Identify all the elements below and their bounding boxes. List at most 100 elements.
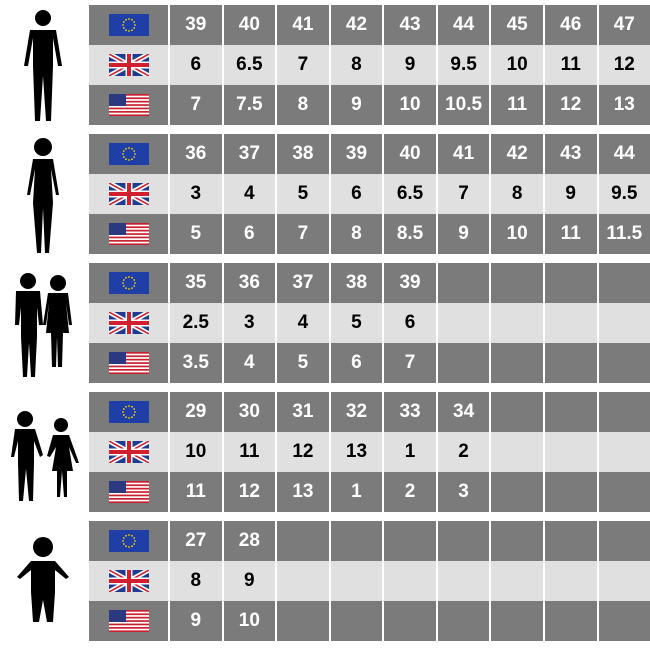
size-cell: 9.5 [437, 45, 490, 85]
size-cell [384, 521, 436, 561]
us-flag-icon [89, 343, 168, 383]
size-cell [544, 392, 597, 432]
us-size-row: 3.5 4 5 6 7 [89, 343, 650, 383]
size-cell [544, 601, 597, 641]
size-group: 29 30 31 32 33 34 10 11 12 13 1 2 11 12 13 1 2 3 [0, 392, 650, 512]
size-cell: 11 [170, 472, 222, 512]
size-cell: 7 [384, 343, 436, 383]
size-cell: 3 [170, 174, 222, 214]
size-group: 27 28 8 9 9 10 [0, 521, 650, 641]
size-cell [598, 263, 650, 303]
eu-size-row: 39 40 41 42 43 44 45 46 47 [89, 5, 650, 45]
size-cell: 11 [223, 432, 276, 472]
size-cell: 10 [170, 432, 222, 472]
size-cell: 8 [170, 561, 222, 601]
size-cell: 2.5 [170, 303, 222, 343]
size-cell: 9 [437, 214, 490, 254]
size-cell: 47 [598, 5, 650, 45]
children-silhouette-icon [0, 392, 86, 512]
size-cell: 35 [170, 263, 222, 303]
size-cell: 8 [491, 174, 543, 214]
size-cell: 10 [491, 214, 543, 254]
size-cell: 9 [384, 45, 436, 85]
size-cell: 12 [277, 432, 329, 472]
size-cell [598, 561, 650, 601]
size-cell: 44 [598, 134, 650, 174]
size-cell [544, 303, 597, 343]
size-cell: 38 [330, 263, 383, 303]
size-cell: 9 [170, 601, 222, 641]
size-cell: 2 [384, 472, 436, 512]
size-cell [384, 561, 436, 601]
us-size-row: 11 12 13 1 2 3 [89, 472, 650, 512]
size-cell [598, 472, 650, 512]
size-cell [437, 561, 490, 601]
size-cell: 27 [170, 521, 222, 561]
size-cell [598, 521, 650, 561]
uk-size-row: 10 11 12 13 1 2 [89, 432, 650, 472]
size-cell [544, 521, 597, 561]
eu-flag-icon [89, 134, 168, 174]
size-cell: 7 [170, 85, 222, 125]
size-cell: 12 [223, 472, 276, 512]
size-cell [437, 521, 490, 561]
size-cell: 4 [277, 303, 329, 343]
size-cell: 41 [277, 5, 329, 45]
size-cell [491, 343, 543, 383]
eu-size-row: 36 37 38 39 40 41 42 43 44 [89, 134, 650, 174]
size-cell: 7 [277, 45, 329, 85]
size-cell [437, 343, 490, 383]
eu-size-row: 29 30 31 32 33 34 [89, 392, 650, 432]
size-cell: 8 [330, 214, 383, 254]
size-cell: 40 [223, 5, 276, 45]
size-cell [491, 521, 543, 561]
uk-size-row: 2.5 3 4 5 6 [89, 303, 650, 343]
size-cell: 8.5 [384, 214, 436, 254]
size-cell: 6 [384, 303, 436, 343]
size-cell: 28 [223, 521, 276, 561]
size-cell: 45 [491, 5, 543, 45]
size-cell [598, 601, 650, 641]
size-cell: 10 [491, 45, 543, 85]
size-cell: 4 [223, 174, 276, 214]
size-cell: 9 [223, 561, 276, 601]
toddler-silhouette-icon [0, 521, 86, 641]
size-cell: 33 [384, 392, 436, 432]
size-cell: 3 [223, 303, 276, 343]
size-cell: 37 [277, 263, 329, 303]
size-cell: 43 [384, 5, 436, 45]
size-cell: 8 [277, 85, 329, 125]
size-cell: 9.5 [598, 174, 650, 214]
eu-flag-icon [89, 521, 168, 561]
eu-flag-icon [89, 392, 168, 432]
size-cell [437, 263, 490, 303]
size-cell: 36 [223, 263, 276, 303]
size-group: 36 37 38 39 40 41 42 43 44 3 4 5 6 6.5 7 8 9 9.5 5 6 7 8 8.5 9 1… [0, 134, 650, 254]
size-cell [598, 432, 650, 472]
us-flag-icon [89, 214, 168, 254]
size-cell [544, 343, 597, 383]
size-cell [330, 521, 383, 561]
size-cell [544, 432, 597, 472]
teens-silhouette-icon [0, 263, 86, 383]
size-cell: 3.5 [170, 343, 222, 383]
size-cell [544, 472, 597, 512]
size-cell: 6 [223, 214, 276, 254]
uk-flag-icon [89, 432, 168, 472]
size-cell: 6.5 [384, 174, 436, 214]
eu-flag-icon [89, 263, 168, 303]
size-cell: 36 [170, 134, 222, 174]
size-cell [491, 432, 543, 472]
size-cell: 39 [330, 134, 383, 174]
uk-size-row: 6 6.5 7 8 9 9.5 10 11 12 [89, 45, 650, 85]
size-cell [598, 343, 650, 383]
size-cell: 1 [330, 472, 383, 512]
size-cell: 30 [223, 392, 276, 432]
size-cell [491, 303, 543, 343]
size-cell: 1 [384, 432, 436, 472]
size-cell: 42 [491, 134, 543, 174]
size-cell [330, 601, 383, 641]
size-cell: 13 [330, 432, 383, 472]
size-cell: 5 [277, 343, 329, 383]
size-cell: 3 [437, 472, 490, 512]
